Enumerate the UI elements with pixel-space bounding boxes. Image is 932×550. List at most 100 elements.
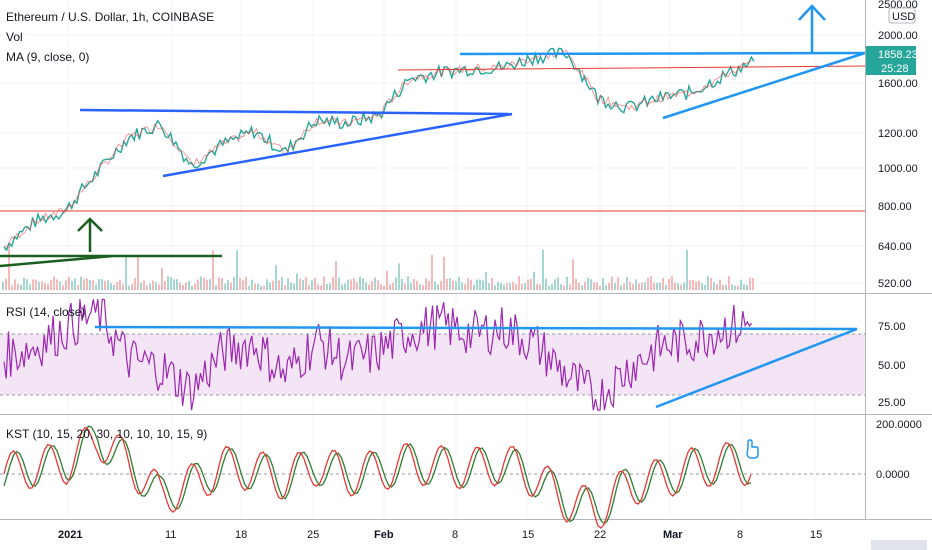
volume-bar bbox=[710, 278, 712, 290]
volume-bar bbox=[476, 279, 478, 290]
volume-bar bbox=[77, 285, 79, 290]
volume-bar bbox=[635, 279, 637, 290]
volume-bar bbox=[464, 284, 466, 290]
volume-bar bbox=[314, 277, 316, 290]
volume-bar bbox=[206, 279, 208, 290]
arrow-up-icon[interactable] bbox=[798, 4, 826, 53]
volume-bar bbox=[221, 278, 223, 290]
time-label: 8 bbox=[452, 529, 458, 541]
kst-axis[interactable]: 200.0000 0.0000 bbox=[876, 419, 922, 481]
volume-bar bbox=[92, 280, 94, 290]
volume-bar bbox=[362, 278, 364, 290]
volume-bar bbox=[734, 285, 736, 290]
trendline-rising-left[interactable] bbox=[162, 112, 513, 178]
volume-bar bbox=[716, 284, 718, 290]
volume-bar bbox=[311, 280, 313, 290]
volume-bar bbox=[488, 283, 490, 290]
trendline-green-rising[interactable] bbox=[0, 254, 114, 268]
price-tick: 1200.00 bbox=[878, 128, 918, 140]
volume-bar bbox=[389, 284, 391, 290]
volume-bar bbox=[422, 284, 424, 290]
kst-signal-series bbox=[3, 425, 752, 525]
time-label: 8 bbox=[737, 529, 743, 541]
trendline-rising-right[interactable] bbox=[662, 51, 866, 120]
volume-bar bbox=[479, 279, 481, 290]
volume-bar bbox=[119, 279, 121, 290]
volume-bar bbox=[236, 250, 238, 290]
volume-bar bbox=[521, 283, 523, 290]
last-price: 1858.23 bbox=[878, 49, 918, 61]
volume-bar bbox=[80, 276, 82, 290]
volume-bar bbox=[146, 285, 148, 290]
arrow-up-green-icon[interactable] bbox=[77, 217, 103, 252]
currency-badge[interactable] bbox=[888, 7, 916, 24]
volume-bar bbox=[686, 249, 688, 290]
volume-bar bbox=[284, 284, 286, 290]
volume-bar bbox=[137, 256, 139, 290]
volume-bar bbox=[419, 284, 421, 290]
volume-bar bbox=[191, 285, 193, 290]
volume-bar bbox=[587, 277, 589, 290]
volume-bar bbox=[491, 277, 493, 290]
price-axis[interactable]: 2500.00 USD 2000.00 1600.00 1200.00 1000… bbox=[866, 0, 918, 290]
volume-bar bbox=[212, 250, 214, 290]
kst-tick: 200.0000 bbox=[876, 419, 922, 431]
price-tick: 520.00 bbox=[878, 278, 912, 290]
volume-bar bbox=[728, 276, 730, 290]
volume-bar bbox=[668, 278, 670, 290]
volume-bar bbox=[200, 276, 202, 290]
volume-bar bbox=[242, 280, 244, 290]
rsi-axis[interactable]: 75.00 50.00 25.00 bbox=[878, 321, 906, 409]
volume-bar bbox=[194, 283, 196, 290]
volume-bar bbox=[551, 284, 553, 290]
volume-bar bbox=[263, 285, 265, 290]
time-axis[interactable]: 2021 11 18 25 Feb 8 15 22 Mar 8 15 bbox=[58, 529, 927, 550]
volume-bar bbox=[725, 284, 727, 290]
resistance-line-red-upper bbox=[397, 65, 866, 71]
volume-bar bbox=[749, 277, 751, 290]
volume-bar bbox=[107, 280, 109, 290]
volume-bar bbox=[569, 284, 571, 290]
volume-bar bbox=[89, 280, 91, 290]
price-tick: 640.00 bbox=[878, 241, 912, 253]
volume-bar bbox=[116, 281, 118, 290]
volume-bar bbox=[401, 278, 403, 290]
volume-bar bbox=[554, 279, 556, 290]
price-tick: 1000.00 bbox=[878, 163, 918, 175]
rsi-trendline-top[interactable] bbox=[94, 325, 858, 331]
volume-bar bbox=[629, 281, 631, 290]
volume-bar bbox=[746, 284, 748, 290]
trendline-top-right[interactable] bbox=[459, 51, 866, 56]
volume-bar bbox=[320, 285, 322, 290]
volume-bar bbox=[5, 278, 7, 290]
volume-bar bbox=[503, 284, 505, 290]
volume-bar bbox=[62, 285, 64, 290]
volume-bar bbox=[653, 282, 655, 290]
volume-bar bbox=[704, 284, 706, 290]
volume-bar bbox=[440, 281, 442, 290]
volume-bar bbox=[209, 279, 211, 290]
volume-bar bbox=[41, 280, 43, 290]
rsi-trendline-rising[interactable] bbox=[655, 327, 858, 409]
volume-bar bbox=[737, 285, 739, 290]
volume-bar bbox=[707, 276, 709, 290]
kst-series bbox=[3, 426, 752, 530]
volume-bar bbox=[446, 278, 448, 290]
volume-bar bbox=[248, 285, 250, 290]
volume-bar bbox=[626, 276, 628, 290]
volume-bar bbox=[566, 276, 568, 290]
volume-bar bbox=[644, 282, 646, 290]
volume-bar bbox=[674, 282, 676, 290]
time-label: 11 bbox=[165, 529, 176, 541]
volume-bar bbox=[323, 276, 325, 290]
volume-bar bbox=[542, 249, 544, 290]
rsi-label: RSI (14, close) bbox=[6, 305, 85, 319]
volume-bar bbox=[20, 284, 22, 290]
volume-bar bbox=[641, 282, 643, 290]
volume-bar bbox=[254, 283, 256, 290]
trendline-top-left[interactable] bbox=[79, 108, 513, 116]
price-tick: 1600.00 bbox=[878, 78, 918, 90]
volume-bar bbox=[581, 285, 583, 290]
volume-bar bbox=[185, 282, 187, 290]
